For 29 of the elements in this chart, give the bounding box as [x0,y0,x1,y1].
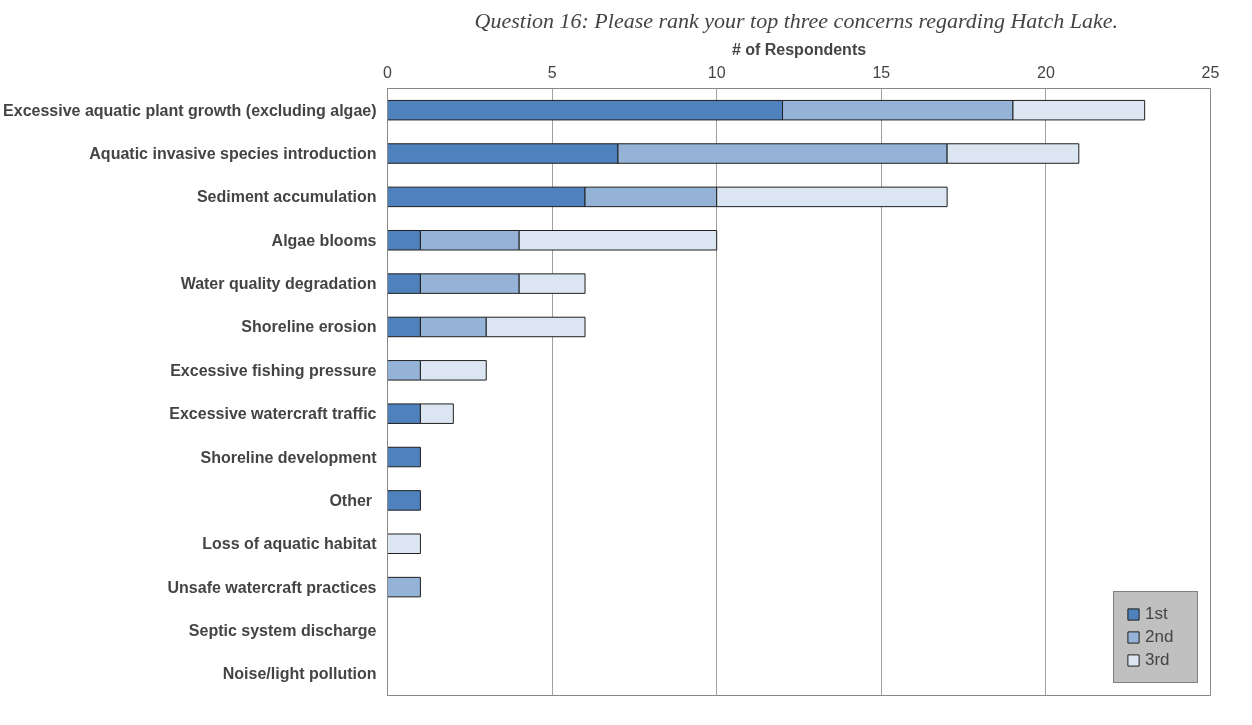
bar [387,490,421,511]
y-tick-label: Septic system discharge [188,621,377,639]
y-tick-label: Noise/light pollution [222,665,377,683]
y-tick-label: Aquatic invasive species introduction [89,145,377,163]
x-tick-label: 15 [872,63,891,81]
x-tick-label: 25 [1201,63,1220,81]
y-tick-label: Water quality degradation [180,275,377,293]
bar [387,533,421,555]
y-tick-label: Unsafe watercraft practices [167,578,377,596]
x-tick-label: 5 [547,63,557,81]
y-tick-label: Other [329,491,373,509]
y-tick-label: Shoreline development [200,448,378,466]
y-tick-label: Shoreline erosion [241,318,377,336]
legend-label: 1st [1145,604,1169,624]
y-tick-label: Excessive watercraft traffic [169,405,377,423]
y-tick-label: Loss of aquatic habitat [202,535,378,553]
x-tick-label: 20 [1037,63,1055,81]
bar [387,576,421,598]
y-tick-label: Excessive aquatic plant growth (excluding algae) [3,101,377,119]
bar [387,446,421,468]
x-tick-label: 10 [707,63,726,81]
x-axis-title: # of Respondents [731,40,867,58]
legend-label: 2nd [1145,627,1175,647]
y-tick-label: Algae blooms [271,231,377,249]
legend-label: 3rd [1145,650,1171,670]
chart-title: Question 16: Please rank your top three concerns regarding Hatch Lake. [474,7,1118,33]
x-tick-label: 0 [383,63,393,81]
y-tick-label: Sediment accumulation [196,188,377,206]
y-tick-label: Excessive fishing pressure [170,361,377,379]
